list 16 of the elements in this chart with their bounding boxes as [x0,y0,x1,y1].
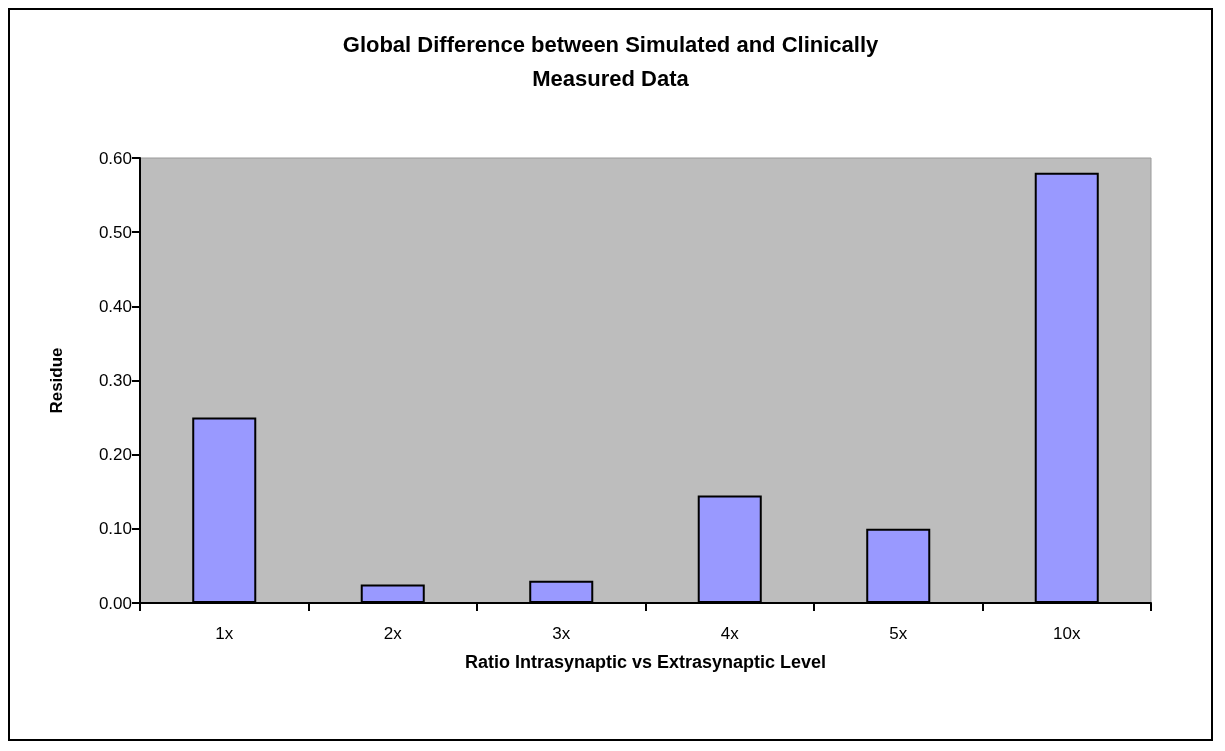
y-tick-label: 0.20 [98,445,132,465]
y-tick-label: 0.00 [98,593,132,613]
x-tick-label: 2x [383,624,403,643]
y-axis-title: Residue [47,347,66,414]
y-tick-label: 0.10 [98,519,132,539]
y-tick-label: 0.30 [98,371,132,390]
y-tick-label: 0.60 [98,148,132,168]
x-axis-title: Ratio Intrasynaptic vs Extrasynaptic Level [464,652,827,672]
x-tick-label: 4x [720,624,740,643]
chart-title: Global Difference between Simulated and Clinically Measured Data [342,31,879,91]
y-tick-label: 0.40 [98,296,132,316]
x-tick-label: 10x [1053,624,1081,643]
x-tick-label: 3x [552,624,571,643]
x-tick-label: 5x [889,624,908,643]
x-tick-label: 1x [215,624,234,643]
y-tick-label: 0.50 [98,222,132,242]
